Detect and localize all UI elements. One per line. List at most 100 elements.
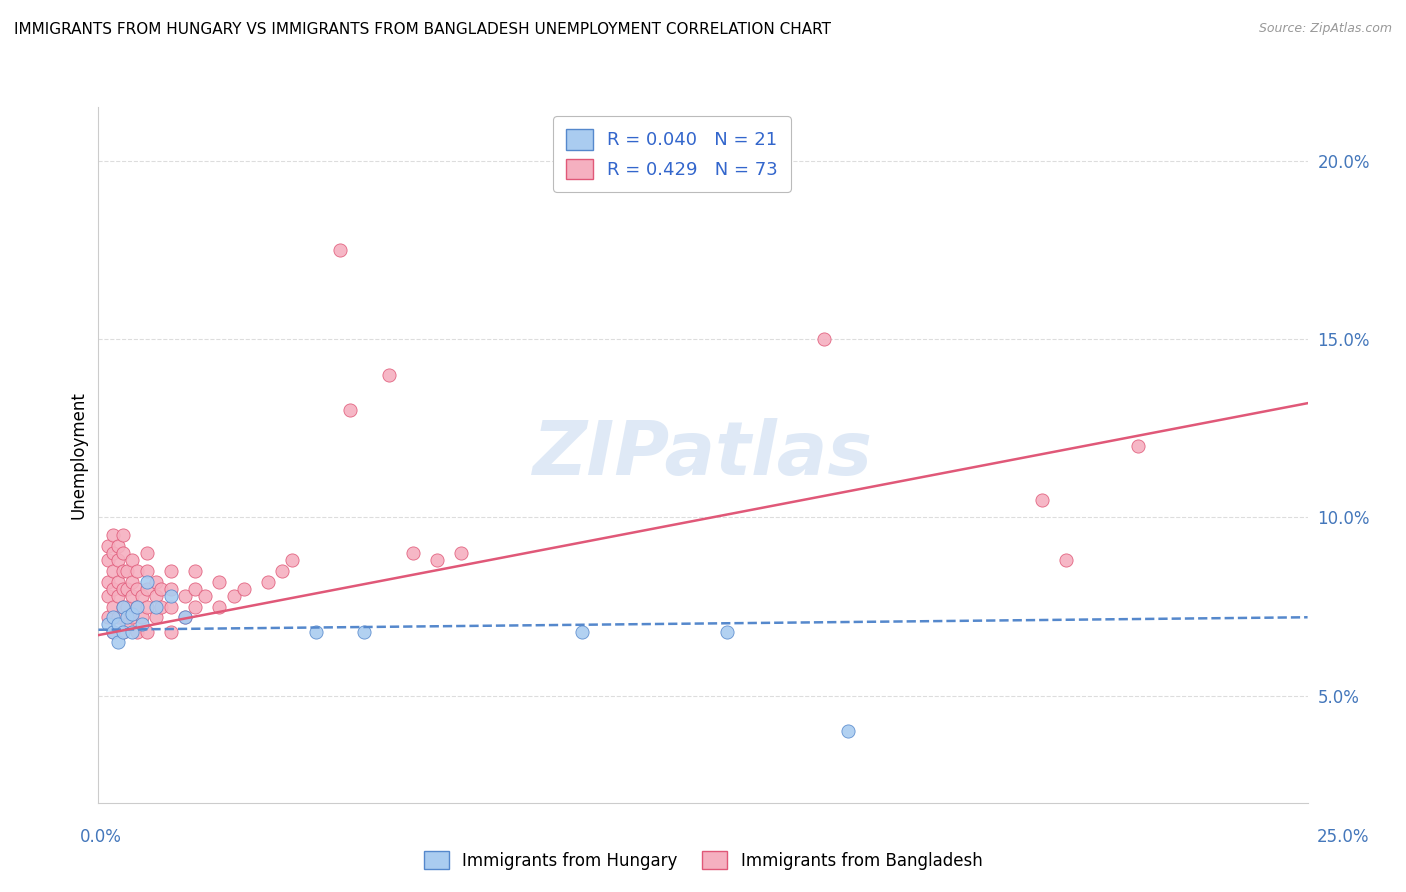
Point [97,617,120,632]
Point [131,589,153,603]
Point [107,574,129,589]
Y-axis label: Unemployment: Unemployment [69,391,87,519]
Point [107,610,129,624]
Point [101,546,124,560]
Point [184,582,207,596]
Point [174,610,197,624]
Point [121,574,143,589]
Point [174,589,197,603]
Point [121,589,143,603]
Point [377,368,399,382]
Point [271,564,294,578]
Point [145,610,167,624]
Point [97,539,120,553]
Point [145,599,167,614]
Point [121,607,143,621]
Point [101,582,124,596]
Point [160,564,183,578]
Point [97,553,120,567]
Point [131,610,153,624]
Point [107,617,129,632]
Point [184,564,207,578]
Point [1128,439,1150,453]
Point [256,574,278,589]
Point [160,599,183,614]
Point [174,610,197,624]
Point [107,553,129,567]
Point [127,599,149,614]
Point [339,403,361,417]
Point [232,582,254,596]
Point [135,582,157,596]
Point [107,589,129,603]
Point [111,599,134,614]
Point [111,582,134,596]
Text: IMMIGRANTS FROM HUNGARY VS IMMIGRANTS FROM BANGLADESH UNEMPLOYMENT CORRELATION C: IMMIGRANTS FROM HUNGARY VS IMMIGRANTS FR… [14,22,831,37]
Point [111,624,134,639]
Point [160,582,183,596]
Point [208,599,231,614]
Point [127,599,149,614]
Point [194,589,217,603]
Point [222,589,245,603]
Text: Source: ZipAtlas.com: Source: ZipAtlas.com [1258,22,1392,36]
Point [111,564,134,578]
Point [837,724,859,739]
Point [127,582,149,596]
Point [107,635,129,649]
Point [131,617,153,632]
Point [150,582,173,596]
Point [135,564,157,578]
Point [160,624,183,639]
Point [97,574,120,589]
Point [208,574,231,589]
Point [117,564,139,578]
Point [101,599,124,614]
Point [101,610,124,624]
Point [111,624,134,639]
Point [121,624,143,639]
Point [111,546,134,560]
Point [402,546,425,560]
Point [117,599,139,614]
Point [121,553,143,567]
Point [127,564,149,578]
Point [184,599,207,614]
Point [101,564,124,578]
Point [571,624,593,639]
Point [97,610,120,624]
Text: 25.0%: 25.0% [1316,828,1369,846]
Point [145,589,167,603]
Point [145,574,167,589]
Point [111,599,134,614]
Point [329,243,352,257]
Point [813,332,835,346]
Point [1054,553,1077,567]
Text: 0.0%: 0.0% [80,828,122,846]
Point [101,624,124,639]
Point [135,624,157,639]
Point [121,610,143,624]
Point [281,553,304,567]
Point [117,582,139,596]
Point [117,617,139,632]
Legend: Immigrants from Hungary, Immigrants from Bangladesh: Immigrants from Hungary, Immigrants from… [418,845,988,877]
Point [150,599,173,614]
Legend: R = 0.040   N = 21, R = 0.429   N = 73: R = 0.040 N = 21, R = 0.429 N = 73 [553,116,790,192]
Point [101,528,124,542]
Point [426,553,449,567]
Point [135,599,157,614]
Point [305,624,328,639]
Point [160,589,183,603]
Point [127,624,149,639]
Point [450,546,472,560]
Point [111,528,134,542]
Point [101,624,124,639]
Point [353,624,375,639]
Point [135,546,157,560]
Point [117,610,139,624]
Point [1031,492,1053,507]
Point [716,624,738,639]
Point [135,574,157,589]
Point [97,589,120,603]
